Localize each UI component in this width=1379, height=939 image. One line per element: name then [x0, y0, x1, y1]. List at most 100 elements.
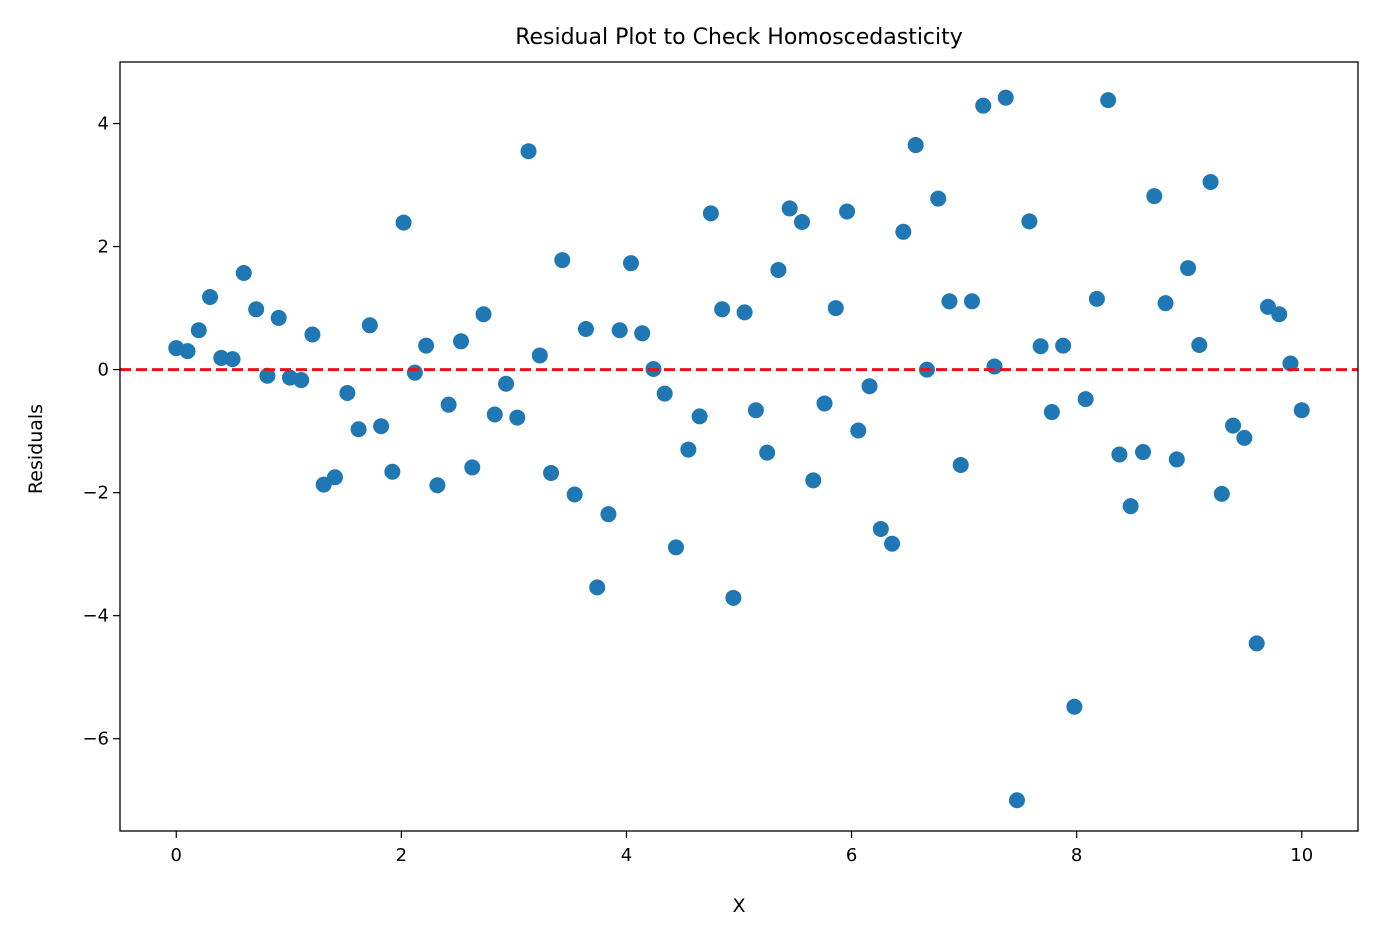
data-point	[1271, 306, 1288, 323]
data-point	[566, 486, 583, 503]
data-point	[1111, 446, 1128, 463]
data-point	[622, 255, 639, 272]
data-point	[952, 456, 969, 473]
data-point	[1066, 698, 1083, 715]
data-point	[1248, 635, 1265, 652]
data-point	[861, 378, 878, 395]
data-point	[453, 333, 470, 350]
data-point	[373, 418, 390, 435]
data-point	[759, 444, 776, 461]
data-point	[1180, 260, 1197, 277]
data-point	[418, 337, 435, 354]
data-point	[997, 89, 1014, 106]
data-point	[326, 469, 343, 486]
data-point	[202, 289, 219, 306]
data-point	[235, 265, 252, 282]
data-point	[1191, 336, 1208, 353]
data-point	[179, 343, 196, 360]
data-point	[498, 375, 515, 392]
data-point	[816, 395, 833, 412]
data-point	[486, 406, 503, 423]
y-axis-ticks: 4 2 0 −2 −4 −6	[82, 114, 120, 750]
data-point	[577, 321, 594, 337]
points-layer	[168, 89, 1310, 809]
data-point	[475, 306, 492, 323]
x-tick-label: 0	[171, 845, 182, 866]
data-point	[975, 97, 992, 114]
data-point	[872, 520, 889, 537]
data-point	[1135, 444, 1152, 461]
data-point	[667, 539, 684, 556]
data-point	[406, 364, 423, 381]
data-point	[714, 301, 731, 318]
data-point	[839, 203, 856, 220]
x-tick-label: 6	[846, 845, 857, 866]
data-point	[941, 293, 958, 310]
data-point	[634, 325, 651, 342]
data-point	[1043, 404, 1060, 421]
data-point	[930, 190, 947, 207]
data-point	[781, 200, 798, 217]
data-point	[805, 472, 822, 489]
data-point	[395, 214, 412, 231]
data-point	[963, 293, 980, 310]
data-point	[1213, 485, 1230, 502]
data-point	[339, 384, 356, 401]
data-point	[259, 367, 276, 384]
data-point	[827, 300, 844, 317]
data-point	[224, 351, 241, 368]
data-point	[691, 408, 708, 425]
data-point	[1236, 429, 1253, 446]
data-point	[1157, 295, 1174, 312]
data-point	[361, 317, 378, 334]
data-point	[1225, 417, 1242, 434]
x-tick-label: 2	[396, 845, 407, 866]
data-point	[554, 252, 571, 269]
data-point	[770, 261, 787, 278]
data-point	[440, 396, 457, 413]
x-tick-label: 8	[1071, 845, 1082, 866]
data-point	[1259, 298, 1276, 315]
data-point	[850, 422, 867, 439]
data-point	[190, 322, 207, 339]
data-point	[350, 421, 367, 438]
data-point	[293, 372, 310, 389]
data-point	[1077, 391, 1094, 408]
data-point	[248, 301, 265, 318]
data-point	[884, 535, 901, 552]
plot-frame	[119, 61, 1359, 832]
data-point	[600, 506, 617, 523]
data-point	[531, 347, 548, 364]
y-tick-label: −6	[82, 729, 109, 750]
y-axis-label: Residuals	[25, 404, 47, 494]
data-point	[702, 205, 719, 222]
data-point	[270, 309, 287, 326]
data-point	[1055, 337, 1072, 354]
data-point	[907, 137, 924, 154]
data-point	[725, 589, 742, 606]
data-point	[1202, 173, 1219, 190]
data-point	[1088, 290, 1105, 307]
y-tick-label: 2	[98, 237, 109, 258]
data-point	[1168, 451, 1185, 468]
data-point	[656, 385, 673, 402]
data-point	[1100, 92, 1117, 109]
data-point	[794, 213, 811, 230]
data-point	[429, 477, 446, 494]
x-axis-label: X	[732, 895, 745, 917]
data-point	[680, 441, 697, 458]
data-point	[464, 459, 481, 476]
x-tick-label: 4	[621, 845, 632, 866]
y-tick-label: −2	[82, 483, 109, 504]
chart-title: Residual Plot to Check Homoscedasticity	[515, 25, 963, 50]
data-point	[509, 409, 526, 426]
y-tick-label: −4	[82, 606, 109, 627]
data-point	[736, 304, 753, 321]
data-point	[1293, 402, 1310, 419]
data-point	[1032, 338, 1049, 355]
y-tick-label: 0	[98, 360, 109, 381]
data-point	[747, 402, 764, 419]
data-point	[520, 143, 537, 160]
y-tick-label: 4	[98, 114, 109, 135]
